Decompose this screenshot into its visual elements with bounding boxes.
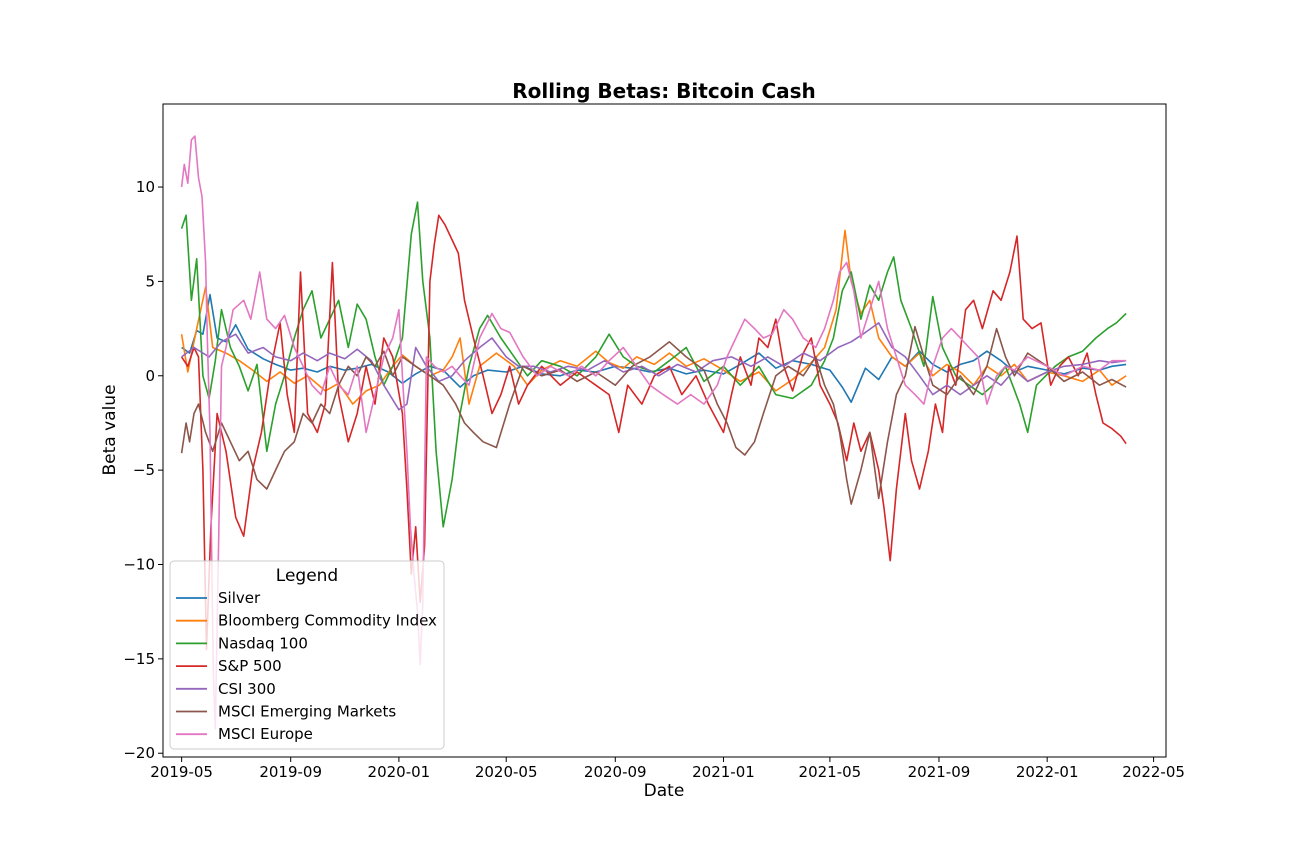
x-tick-label: 2022-05 <box>1122 763 1185 781</box>
chart-title: Rolling Betas: Bitcoin Cash <box>512 79 816 103</box>
legend-box <box>169 560 445 750</box>
y-tick-label: −10 <box>123 555 155 573</box>
y-tick-label: 0 <box>145 367 155 385</box>
x-tick-label: 2019-09 <box>259 763 322 781</box>
y-tick-label: −15 <box>123 650 155 668</box>
legend-label: MSCI Europe <box>218 725 313 743</box>
x-tick-label: 2021-09 <box>908 763 971 781</box>
x-tick-label: 2020-05 <box>475 763 538 781</box>
plot-frame <box>162 103 1167 758</box>
legend-label: CSI 300 <box>218 680 276 698</box>
legend-label: S&P 500 <box>218 657 282 675</box>
legend-label: Bloomberg Commodity Index <box>218 612 437 630</box>
x-tick-label: 2020-01 <box>368 763 431 781</box>
y-tick-label: −5 <box>133 461 155 479</box>
x-tick-label: 2019-05 <box>150 763 213 781</box>
legend-label: Nasdaq 100 <box>218 634 308 652</box>
y-axis: 10 5 0 −5 −10 −15 −20 <box>123 178 163 762</box>
legend-label: MSCI Emerging Markets <box>218 703 396 721</box>
y-axis-label: Beta value <box>100 384 120 475</box>
x-tick-label: 2021-01 <box>692 763 755 781</box>
x-tick-label: 2021-05 <box>799 763 862 781</box>
x-tick-label: 2022-01 <box>1016 763 1079 781</box>
x-axis-label: Date <box>644 781 685 801</box>
y-tick-label: 10 <box>136 178 155 196</box>
series-line-5 <box>181 322 1127 411</box>
y-tick-label: 5 <box>145 272 155 290</box>
series-line-6 <box>180 325 1127 505</box>
x-axis: 2019-05 2019-09 2020-01 2020-05 2020-09 2021-… <box>150 757 1185 781</box>
legend: Legend Silver Bloomberg Commodity Index Na… <box>169 560 445 750</box>
series-layer <box>180 135 1127 730</box>
series-line-3 <box>180 201 1127 528</box>
y-tick-label: −20 <box>123 744 155 762</box>
series-line-7 <box>180 135 1127 730</box>
legend-label: Silver <box>218 589 261 607</box>
legend-title: Legend <box>276 566 338 586</box>
x-tick-label: 2020-09 <box>584 763 647 781</box>
